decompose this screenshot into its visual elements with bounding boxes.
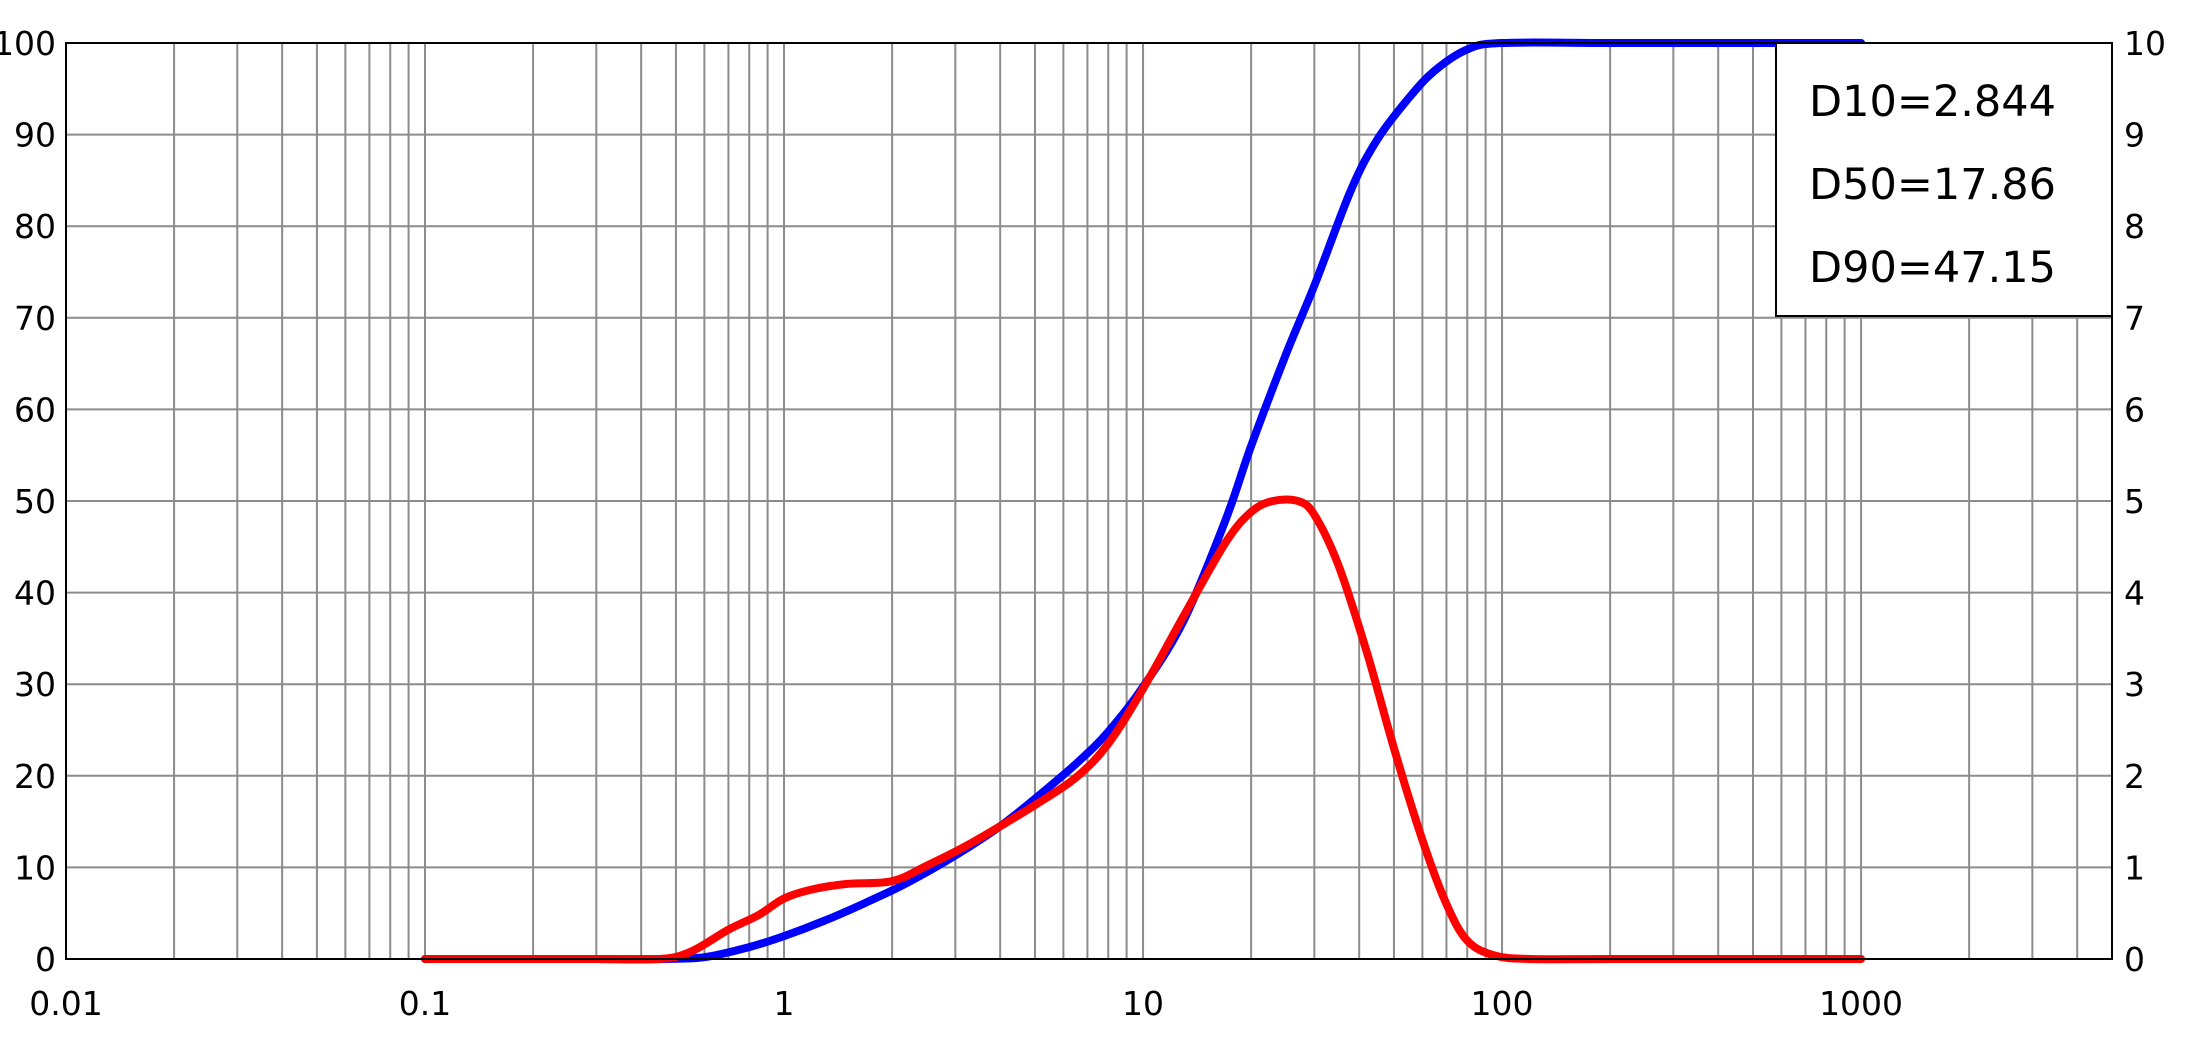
- y-left-tick-label: 60: [14, 390, 56, 429]
- plot-frame: [65, 42, 2113, 960]
- y-right-tick-label: 3: [2124, 665, 2145, 704]
- annotation-box: D10=2.844 D50=17.86 D90=47.15: [1775, 42, 2113, 317]
- annotation-line: D90=47.15: [1809, 243, 2056, 293]
- y-left-tick-label: 80: [14, 207, 56, 246]
- x-tick-label: 0.1: [399, 984, 451, 1023]
- x-tick-label: 1000: [1819, 984, 1903, 1023]
- x-tick-label: 10: [1122, 984, 1164, 1023]
- y-right-tick-label: 6: [2124, 390, 2145, 429]
- x-tick-label: 1: [774, 984, 795, 1023]
- y-left-tick-label: 10: [14, 848, 56, 887]
- y-left-tick-label: 0: [35, 940, 56, 979]
- y-right-tick-label: 8: [2124, 207, 2145, 246]
- y-right-tick-label: 10: [2124, 24, 2166, 63]
- annotation-box-frame: [1775, 42, 2113, 317]
- annotation-line: D50=17.86: [1809, 160, 2056, 210]
- series-layer: [421, 38, 1866, 964]
- x-tick-label: 0.01: [29, 984, 102, 1023]
- y-left-tick-label: 20: [14, 757, 56, 796]
- y-right-tick-label: 1: [2124, 848, 2145, 887]
- y-left-tick-label: 70: [14, 299, 56, 338]
- x-tick-label: 100: [1471, 984, 1534, 1023]
- annotation-line: D10=2.844: [1809, 77, 2056, 127]
- y-right-tick-label: 2: [2124, 757, 2145, 796]
- y-right-tick-label: 7: [2124, 299, 2145, 338]
- y-left-tick-label: 30: [14, 665, 56, 704]
- y-left-tick-label: 90: [14, 116, 56, 155]
- frequency-series-line: [421, 495, 1866, 964]
- y-left-tick-label: 40: [14, 574, 56, 613]
- y-right-tick-label: 5: [2124, 482, 2145, 521]
- y-left-tick-label: 50: [14, 482, 56, 521]
- y-right-tick-label: 0: [2124, 940, 2145, 979]
- y-right-tick-label: 9: [2124, 116, 2145, 155]
- y-right-tick-label: 4: [2124, 574, 2145, 613]
- y-left-tick-label: 100: [0, 24, 56, 63]
- axis-labels: 0.01 0.1 1 10 100 1000 0 0 10 1 20 2 30 3 40 4 50 5 60 6 70 7…: [0, 24, 2166, 1023]
- grid: [66, 43, 2112, 959]
